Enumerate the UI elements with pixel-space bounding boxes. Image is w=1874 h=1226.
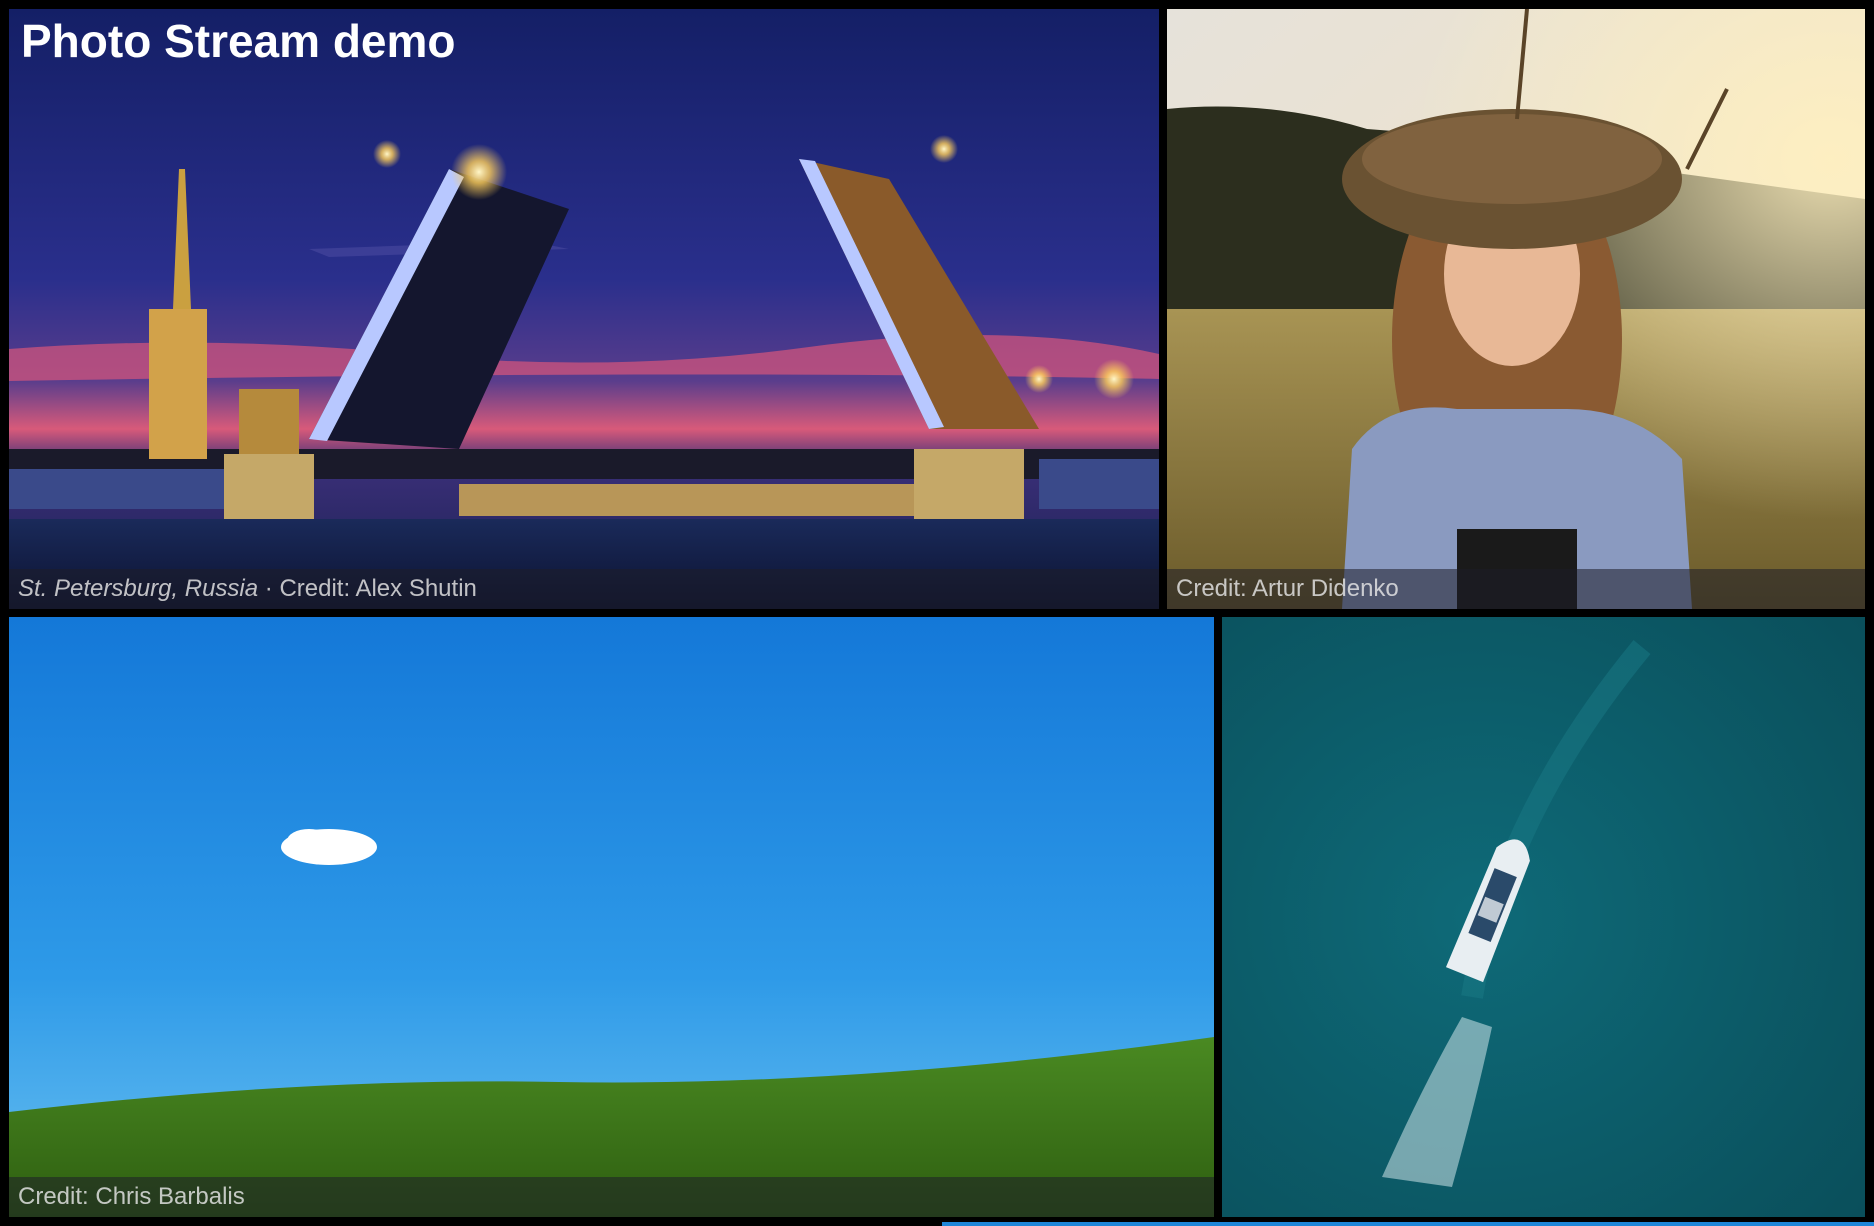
photo-portrait-wreath	[1167, 9, 1865, 609]
photo-boat-aerial	[1222, 617, 1865, 1217]
photo-tile-hill[interactable]: Credit: Chris Barbalis	[9, 617, 1214, 1217]
photo-tile-wreath[interactable]: Credit: Artur Didenko	[1167, 9, 1865, 609]
photo-bridge-night	[9, 9, 1159, 609]
photo-caption: Credit: Artur Didenko	[1167, 569, 1865, 609]
caption-separator: ·	[258, 575, 280, 602]
page-title: Photo Stream demo	[21, 15, 456, 67]
photo-credit: Credit: Chris Barbalis	[18, 1183, 245, 1210]
photo-location: St. Petersburg, Russia	[18, 575, 259, 602]
photo-tile-st-petersburg[interactable]: St. Petersburg, Russia · Credit: Alex Sh…	[9, 9, 1159, 609]
photo-caption: St. Petersburg, Russia · Credit: Alex Sh…	[9, 569, 1159, 609]
bottom-accent-strip	[942, 1222, 1874, 1226]
photo-green-hill	[9, 617, 1214, 1217]
photo-credit: Credit: Alex Shutin	[279, 575, 477, 602]
photo-credit: Credit: Artur Didenko	[1176, 575, 1399, 602]
photo-caption: Credit: Chris Barbalis	[9, 1177, 1214, 1217]
photo-tile-boat[interactable]	[1222, 617, 1865, 1217]
